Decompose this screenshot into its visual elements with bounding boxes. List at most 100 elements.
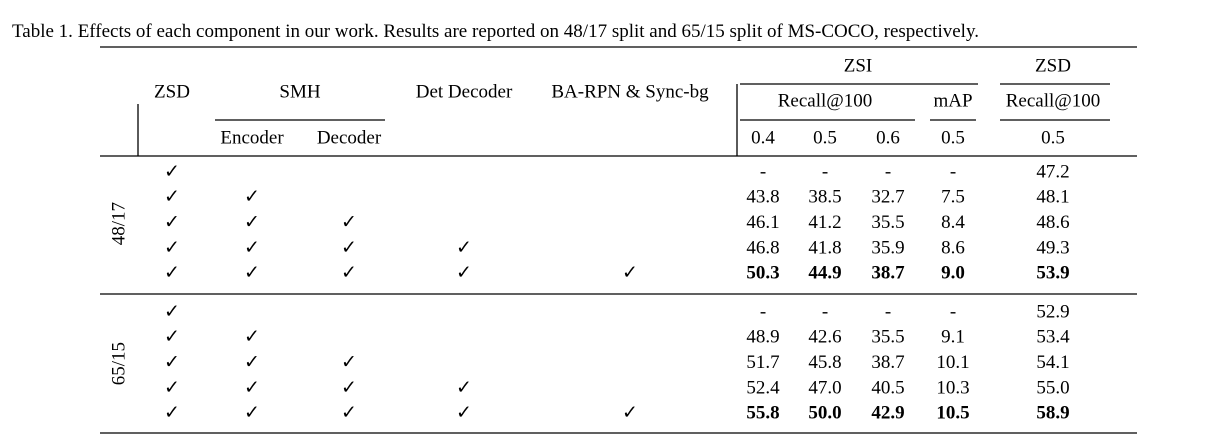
check-cell: ✓: [244, 263, 260, 284]
check-cell: ✓: [456, 263, 472, 284]
header: 0.4: [751, 127, 775, 148]
check-cell: ✓: [456, 377, 472, 398]
value-cell: -: [950, 161, 956, 182]
check-cell: ✓: [341, 237, 357, 258]
value-cell: -: [760, 301, 766, 322]
value-cell: 9.1: [941, 327, 965, 348]
check-cell: ✓: [244, 352, 260, 373]
check-cell: ✓: [341, 377, 357, 398]
value-cell: 41.8: [808, 237, 841, 258]
value-cell: 9.0: [941, 263, 965, 284]
value-cell: 35.9: [871, 237, 904, 258]
value-cell: 41.2: [808, 212, 841, 233]
check-cell: ✓: [164, 301, 180, 322]
group-label: 65/15: [108, 342, 129, 385]
value-cell: 55.8: [746, 403, 779, 424]
value-cell: 48.6: [1036, 212, 1069, 233]
caption: Table 1. Effects of each component in ou…: [12, 21, 979, 42]
check-cell: ✓: [164, 263, 180, 284]
value-cell: -: [760, 161, 766, 182]
value-cell: 54.1: [1036, 352, 1069, 373]
header: Recall@100: [1006, 90, 1101, 111]
check-cell: ✓: [164, 212, 180, 233]
check-cell: ✓: [244, 212, 260, 233]
value-cell: 35.5: [871, 327, 904, 348]
value-cell: 53.4: [1036, 327, 1070, 348]
header: Det Decoder: [416, 81, 513, 102]
check-cell: ✓: [244, 377, 260, 398]
check-cell: ✓: [341, 403, 357, 424]
value-cell: 8.6: [941, 237, 965, 258]
header: 0.5: [941, 127, 965, 148]
value-cell: 40.5: [871, 377, 904, 398]
value-cell: 42.6: [808, 327, 841, 348]
header: 0.5: [1041, 127, 1065, 148]
value-cell: 10.1: [936, 352, 969, 373]
value-cell: 35.5: [871, 212, 904, 233]
value-cell: 48.1: [1036, 187, 1069, 208]
value-cell: 7.5: [941, 187, 965, 208]
value-cell: 52.9: [1036, 301, 1069, 322]
check-cell: ✓: [164, 237, 180, 258]
value-cell: 42.9: [871, 403, 904, 424]
check-cell: ✓: [244, 327, 260, 348]
header: Recall@100: [778, 90, 873, 111]
value-cell: 48.9: [746, 327, 779, 348]
header: 0.6: [876, 127, 900, 148]
value-cell: -: [822, 161, 828, 182]
check-cell: ✓: [622, 403, 638, 424]
check-cell: ✓: [244, 187, 260, 208]
value-cell: 32.7: [871, 187, 904, 208]
value-cell: 46.8: [746, 237, 779, 258]
header: ZSI: [844, 55, 873, 76]
group-label: 48/17: [108, 202, 129, 245]
header: mAP: [933, 90, 972, 111]
value-cell: 43.8: [746, 187, 779, 208]
header: ZSD: [1035, 55, 1071, 76]
value-cell: -: [950, 301, 956, 322]
value-cell: 45.8: [808, 352, 841, 373]
check-cell: ✓: [164, 187, 180, 208]
value-cell: 50.0: [808, 403, 841, 424]
check-cell: ✓: [341, 263, 357, 284]
check-cell: ✓: [341, 352, 357, 373]
check-cell: ✓: [164, 377, 180, 398]
check-cell: ✓: [456, 237, 472, 258]
header: SMH: [279, 81, 320, 102]
value-cell: 38.5: [808, 187, 841, 208]
header: 0.5: [813, 127, 837, 148]
value-cell: 53.9: [1036, 263, 1069, 284]
value-cell: 38.7: [871, 263, 905, 284]
value-cell: -: [822, 301, 828, 322]
check-cell: ✓: [456, 403, 472, 424]
value-cell: 50.3: [746, 263, 779, 284]
value-cell: 55.0: [1036, 377, 1069, 398]
check-cell: ✓: [341, 212, 357, 233]
value-cell: 47.0: [808, 377, 841, 398]
caption-label: Table 1.: [12, 21, 73, 42]
value-cell: 10.5: [936, 403, 969, 424]
value-cell: 58.9: [1036, 403, 1069, 424]
header: BA-RPN & Sync-bg: [551, 81, 709, 102]
header: Encoder: [220, 127, 284, 148]
check-cell: ✓: [164, 327, 180, 348]
value-cell: 38.7: [871, 352, 904, 373]
caption-text: Effects of each component in our work. R…: [78, 21, 979, 42]
check-cell: ✓: [164, 352, 180, 373]
value-cell: -: [885, 161, 891, 182]
value-cell: -: [885, 301, 891, 322]
header: Decoder: [317, 127, 382, 148]
check-cell: ✓: [164, 161, 180, 182]
value-cell: 51.7: [746, 352, 779, 373]
check-cell: ✓: [164, 403, 180, 424]
value-cell: 8.4: [941, 212, 965, 233]
value-cell: 46.1: [746, 212, 779, 233]
header: ZSD: [154, 81, 190, 102]
check-cell: ✓: [244, 237, 260, 258]
value-cell: 44.9: [808, 263, 841, 284]
value-cell: 49.3: [1036, 237, 1069, 258]
value-cell: 10.3: [936, 377, 969, 398]
value-cell: 47.2: [1036, 161, 1069, 182]
